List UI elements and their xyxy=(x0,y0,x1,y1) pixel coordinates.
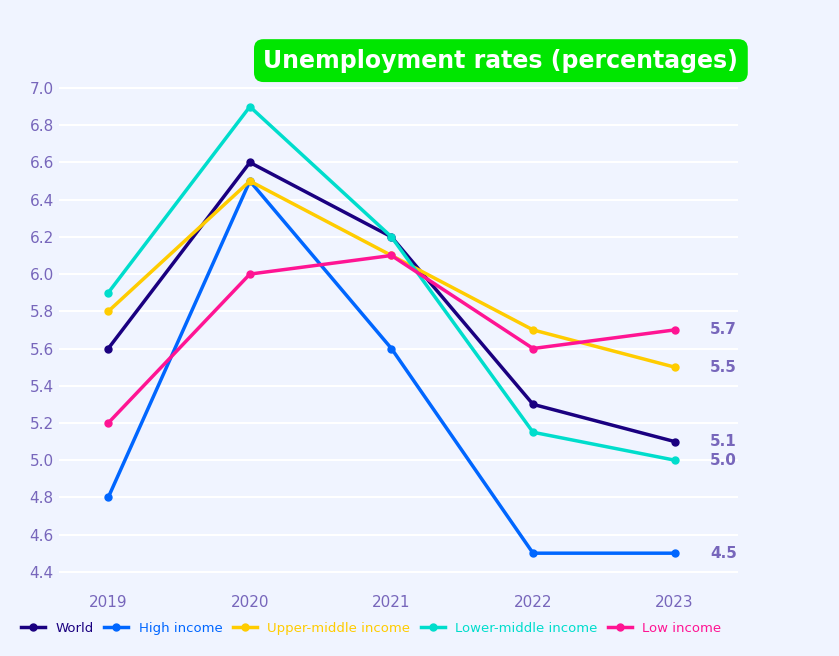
Text: 5.1: 5.1 xyxy=(710,434,737,449)
Text: 5.0: 5.0 xyxy=(710,453,737,468)
Text: Unemployment rates (percentages): Unemployment rates (percentages) xyxy=(263,49,738,73)
Text: 5.5: 5.5 xyxy=(710,359,737,375)
Text: 5.7: 5.7 xyxy=(710,322,737,337)
Legend: World, High income, Upper-middle income, Lower-middle income, Low income: World, High income, Upper-middle income,… xyxy=(16,617,727,640)
Text: 4.5: 4.5 xyxy=(710,546,737,561)
